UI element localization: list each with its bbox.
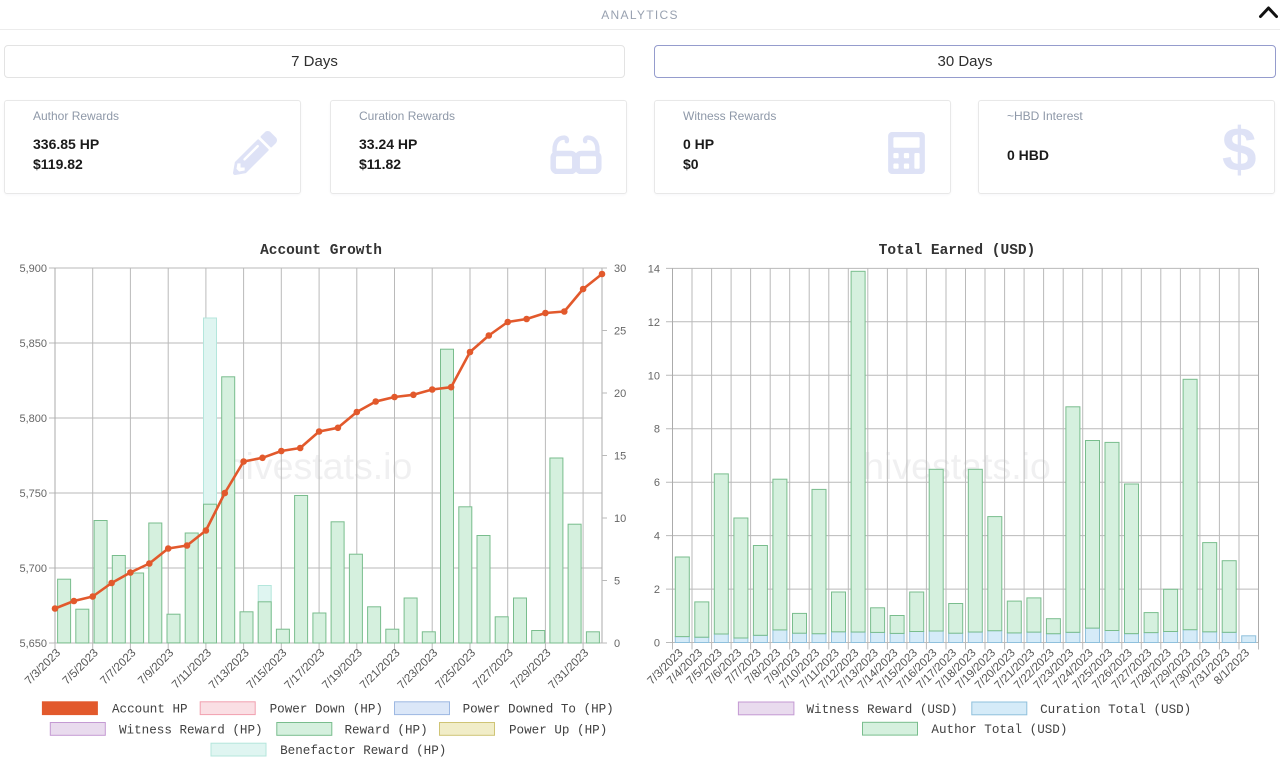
- svg-text:7/3/2023: 7/3/2023: [23, 647, 63, 687]
- svg-text:30: 30: [614, 263, 626, 275]
- svg-text:Witness Reward (HP): Witness Reward (HP): [119, 723, 263, 737]
- svg-text:5,700: 5,700: [19, 563, 47, 575]
- svg-text:7/5/2023: 7/5/2023: [61, 647, 101, 687]
- svg-text:0: 0: [614, 638, 620, 650]
- svg-text:7/15/2023: 7/15/2023: [245, 647, 290, 692]
- svg-text:Author Total (USD): Author Total (USD): [931, 723, 1067, 737]
- svg-text:hivestats.io: hivestats.io: [863, 445, 1051, 487]
- svg-text:7/7/2023: 7/7/2023: [98, 647, 138, 687]
- svg-text:5: 5: [614, 576, 620, 588]
- svg-text:5,800: 5,800: [19, 413, 47, 425]
- svg-text:20: 20: [614, 388, 626, 400]
- svg-text:Curation Total (USD): Curation Total (USD): [1040, 703, 1191, 717]
- svg-text:15: 15: [614, 451, 626, 463]
- svg-text:Reward (HP): Reward (HP): [345, 723, 428, 737]
- svg-text:hivestats.io: hivestats.io: [225, 445, 413, 487]
- svg-text:Power Downed To (HP): Power Downed To (HP): [463, 703, 614, 717]
- svg-text:25: 25: [614, 326, 626, 338]
- svg-text:7/27/2023: 7/27/2023: [471, 647, 516, 692]
- svg-text:4: 4: [654, 531, 660, 543]
- svg-text:Power Up (HP): Power Up (HP): [509, 723, 607, 737]
- svg-text:7/25/2023: 7/25/2023: [433, 647, 478, 692]
- svg-text:10: 10: [648, 370, 660, 382]
- svg-text:5,750: 5,750: [19, 488, 47, 500]
- svg-text:14: 14: [648, 263, 660, 275]
- svg-text:7/17/2023: 7/17/2023: [283, 647, 328, 692]
- svg-text:0: 0: [654, 638, 660, 650]
- svg-text:10: 10: [614, 513, 626, 525]
- svg-text:Benefactor Reward (HP): Benefactor Reward (HP): [280, 744, 446, 758]
- svg-text:7/19/2023: 7/19/2023: [320, 647, 365, 692]
- svg-text:7/29/2023: 7/29/2023: [509, 647, 554, 692]
- svg-text:Account HP: Account HP: [112, 703, 188, 717]
- svg-text:Total Earned (USD): Total Earned (USD): [879, 243, 1036, 259]
- svg-text:7/13/2023: 7/13/2023: [207, 647, 252, 692]
- svg-text:12: 12: [648, 317, 660, 329]
- svg-text:5,900: 5,900: [19, 263, 47, 275]
- svg-text:7/21/2023: 7/21/2023: [358, 647, 403, 692]
- svg-text:7/23/2023: 7/23/2023: [396, 647, 441, 692]
- svg-text:5,850: 5,850: [19, 338, 47, 350]
- svg-text:7/31/2023: 7/31/2023: [547, 647, 592, 692]
- svg-text:2: 2: [654, 584, 660, 596]
- svg-text:8: 8: [654, 424, 660, 436]
- svg-text:6: 6: [654, 477, 660, 489]
- svg-text:Witness Reward (USD): Witness Reward (USD): [807, 703, 958, 717]
- svg-text:5,650: 5,650: [19, 638, 47, 650]
- svg-text:Account Growth: Account Growth: [260, 243, 382, 259]
- svg-text:Power Down (HP): Power Down (HP): [270, 703, 383, 717]
